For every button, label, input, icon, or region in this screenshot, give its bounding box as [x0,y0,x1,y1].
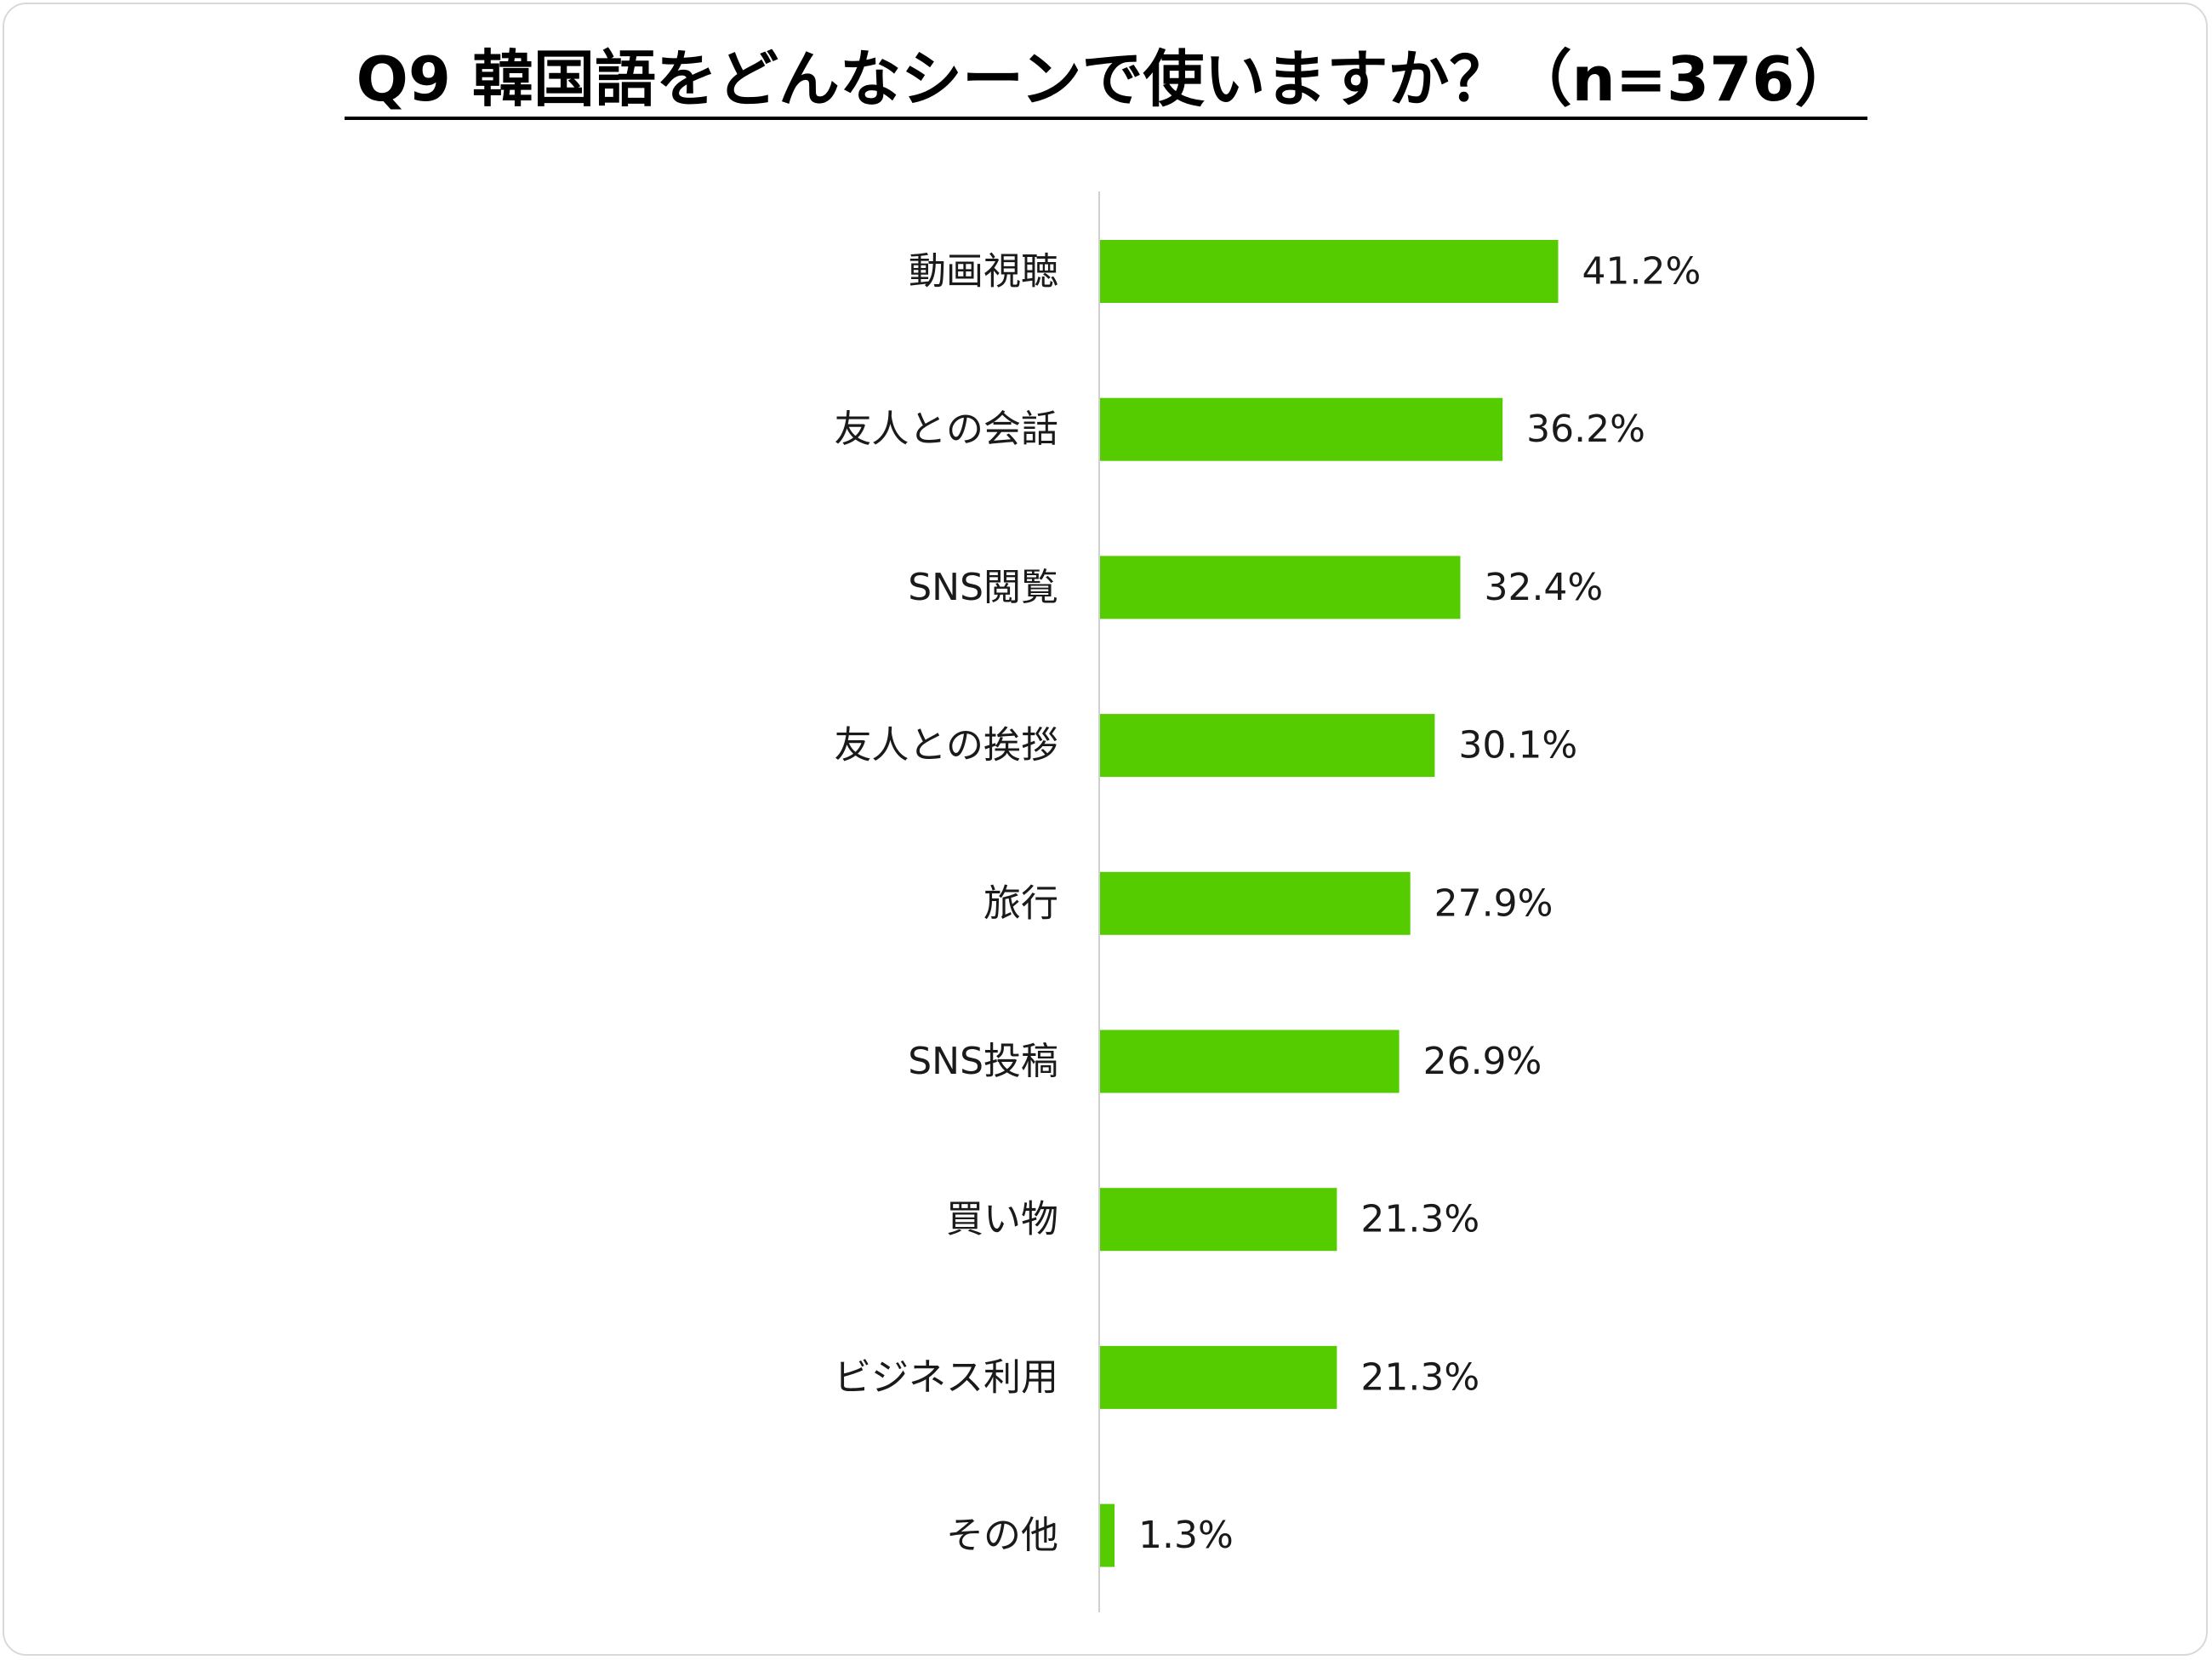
value-label-7: 21.3% [1360,1198,1479,1241]
category-label-2: 友人との会話 [834,408,1058,451]
category-label-7: 買い物 [946,1198,1058,1241]
value-label-2: 36.2% [1526,408,1645,451]
bar-5 [1100,871,1411,935]
value-label-3: 32.4% [1484,566,1603,609]
bar-7 [1100,1188,1337,1252]
value-label-6: 26.9% [1423,1040,1542,1083]
value-label-1: 41.2% [1582,250,1701,294]
value-label-8: 21.3% [1360,1355,1479,1399]
chart-title-text: Q9 韓国語をどんなシーンで使いますか？（n=376） [344,44,1868,120]
category-label-3: SNS閲覧 [908,566,1058,609]
bars-group [1100,240,1559,1567]
value-label-4: 30.1% [1458,724,1577,767]
category-label-9: その他 [946,1514,1058,1557]
bar-9 [1100,1503,1115,1567]
bar-1 [1100,240,1559,303]
bar-2 [1100,397,1503,461]
category-label-1: 動画視聴 [909,250,1058,294]
category-label-4: 友人との挨拶 [834,724,1058,767]
bar-6 [1100,1030,1400,1093]
value-labels-group: 41.2% 36.2% 32.4% 30.1% 27.9% 26.9% 21.3% 21.3%… [1138,250,1701,1558]
bar-8 [1100,1345,1337,1409]
bar-4 [1100,714,1435,778]
chart-title: Q9 韓国語をどんなシーンで使いますか？（n=376） [0,44,2212,120]
value-label-5: 27.9% [1434,881,1554,925]
bar-3 [1100,556,1461,619]
category-label-8: ビジネス利用 [834,1355,1058,1399]
category-label-6: SNS投稿 [908,1040,1058,1083]
value-label-9: 1.3% [1138,1514,1234,1557]
category-label-5: 旅行 [983,881,1058,925]
